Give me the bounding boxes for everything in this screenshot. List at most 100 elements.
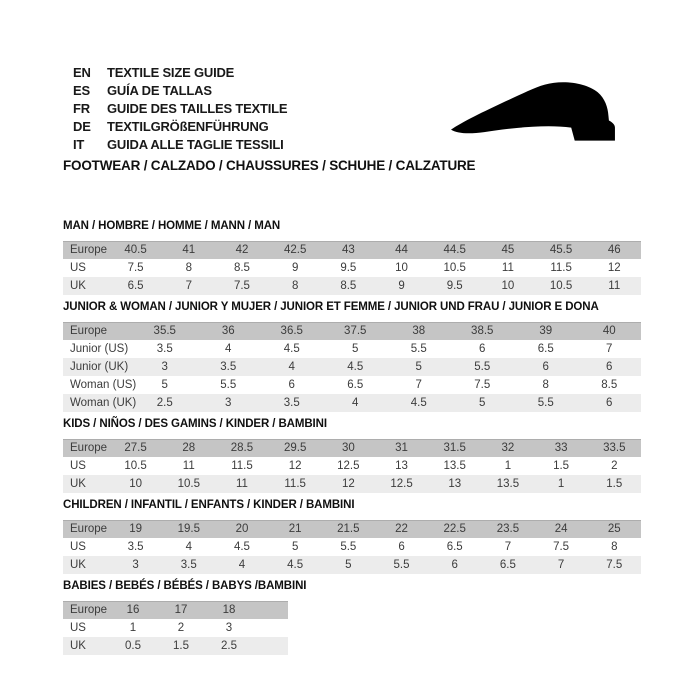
- size-cell: 1: [129, 622, 137, 634]
- size-cell: 41: [182, 244, 196, 256]
- size-cell: 36: [221, 325, 235, 337]
- size-cell: 3.5: [180, 559, 197, 571]
- size-table: Europe 16 17 18 US 1 2 3 UK 0.5 1.5 2.5: [63, 601, 288, 655]
- size-cell: 11.5: [231, 460, 253, 472]
- size-cell: 46: [607, 244, 621, 256]
- size-cell: 7: [557, 559, 565, 571]
- size-cell: 7.5: [606, 559, 623, 571]
- size-cell: 24: [554, 523, 568, 535]
- size-cell: 10.5: [177, 478, 200, 490]
- size-cell: 11.5: [550, 262, 572, 274]
- size-cell: 5.5: [393, 559, 410, 571]
- language-label: TEXTILE SIZE GUIDE: [107, 65, 235, 80]
- size-table-section: BABIES / BEBÉS / BÉBÉS / BABYS /BAMBINI E…: [63, 580, 641, 655]
- size-table-title: KIDS / NIÑOS / DES GAMINS / KINDER / BAM…: [63, 418, 327, 430]
- row-label: Junior (US): [70, 343, 129, 355]
- size-cell: 28: [182, 442, 196, 454]
- size-cell: 43: [341, 244, 355, 256]
- size-cell: 30: [341, 442, 355, 454]
- size-tables: MAN / HOMBRE / HOMME / MANN / MAN Europe 4…: [63, 214, 641, 655]
- language-row: EN TEXTILE SIZE GUIDE: [73, 64, 287, 82]
- size-cell: 10.5: [549, 280, 573, 292]
- size-cell: 7.5: [233, 280, 250, 292]
- size-cell: 21.5: [337, 523, 360, 535]
- language-label: GUIDE DES TAILLES TEXTILE: [107, 101, 288, 116]
- size-table: Europe 40.5 41 42 42.5 43 44 44.5 45 45.5 46 US 7.5 8…: [63, 241, 641, 295]
- table-row: US 7.5 8 8.5 9 9.5 10 10.5 11 11.5 12: [63, 259, 641, 277]
- size-cell: 8.5: [233, 262, 250, 274]
- size-table-section: JUNIOR & WOMAN / JUNIOR Y MUJER / JUNIOR…: [63, 301, 641, 412]
- size-cell: 4: [238, 559, 246, 571]
- size-cell: 4: [185, 541, 192, 553]
- size-cell: 11.5: [284, 478, 306, 490]
- table-header-row: Europe 27.5 28 28.5 29.5 30 31 31.5 32 33 33.5: [63, 439, 641, 457]
- row-spacer: [253, 619, 288, 637]
- table-header-row: Europe 19 19.5 20 21 21.5 22 22.5 23.5 24 25: [63, 520, 641, 538]
- size-table-section: KIDS / NIÑOS / DES GAMINS / KINDER / BAM…: [63, 418, 641, 493]
- row-label: UK: [70, 559, 86, 571]
- language-row: FR GUIDE DES TAILLES TEXTILE: [73, 100, 288, 118]
- language-list: EN TEXTILE SIZE GUIDE ES GUÍA DE TALLAS FR GU…: [73, 64, 288, 154]
- size-cell: 42.5: [283, 244, 307, 256]
- table-row: Woman (US) 5 5.5 6 6.5 7 7.5 8 8.5: [63, 376, 641, 394]
- size-cell: 9: [398, 280, 405, 292]
- size-cell: 10: [395, 262, 408, 274]
- size-cell: 6: [606, 361, 613, 373]
- size-cell: 11: [608, 280, 621, 292]
- size-table-title: JUNIOR & WOMAN / JUNIOR Y MUJER / JUNIOR…: [63, 301, 599, 313]
- table-row: UK 0.5 1.5 2.5: [63, 637, 288, 655]
- table-row: Junior (US) 3.5 4 4.5 5 5.5 6 6.5 7: [63, 340, 641, 358]
- row-spacer: [253, 637, 288, 655]
- row-label: Europe: [70, 604, 108, 616]
- size-cell: 6: [606, 397, 613, 409]
- size-cell: 12: [607, 262, 621, 274]
- size-table-section: CHILDREN / INFANTIL / ENFANTS / KINDER /…: [63, 499, 641, 574]
- size-cell: 7: [415, 379, 422, 391]
- size-cell: 21: [288, 523, 302, 535]
- size-cell: 7: [504, 541, 512, 553]
- size-cell: 9: [291, 262, 299, 274]
- size-cell: 4: [225, 343, 232, 355]
- size-cell: 6.5: [499, 559, 516, 571]
- size-cell: 11: [235, 478, 248, 490]
- row-label: US: [70, 460, 86, 472]
- row-spacer: [253, 602, 288, 619]
- size-cell: 6.5: [127, 280, 144, 292]
- size-cell: 3: [161, 361, 168, 373]
- size-cell: 28.5: [230, 442, 254, 454]
- size-cell: 8: [542, 379, 549, 391]
- size-cell: 8: [611, 541, 618, 553]
- language-row: DE TEXTILGRÖßENFÜHRUNG: [73, 118, 287, 136]
- size-cell: 6: [542, 361, 549, 373]
- size-cell: 2: [611, 460, 618, 472]
- size-cell: 27.5: [124, 442, 147, 454]
- size-cell: 38.5: [471, 325, 494, 337]
- size-cell: 22: [395, 523, 408, 535]
- language-label: GUÍA DE TALLAS: [107, 83, 212, 98]
- row-label: Europe: [70, 442, 108, 454]
- size-cell: 7.5: [127, 262, 144, 274]
- language-code: FR: [73, 101, 90, 116]
- row-label: Woman (US): [70, 379, 137, 391]
- size-cell: 8.5: [340, 280, 357, 292]
- size-cell: 4: [352, 397, 359, 409]
- size-cell: 17: [174, 604, 188, 616]
- size-cell: 23.5: [496, 523, 520, 535]
- language-code: EN: [73, 65, 91, 80]
- size-cell: 1: [504, 460, 512, 472]
- size-cell: 10.5: [124, 460, 147, 472]
- size-cell: 40: [602, 325, 616, 337]
- size-cell: 7: [185, 280, 192, 292]
- size-cell: 6.5: [446, 541, 463, 553]
- row-label: Europe: [70, 325, 108, 337]
- size-cell: 6: [479, 343, 486, 355]
- size-cell: 29.5: [283, 442, 307, 454]
- row-label: US: [70, 262, 86, 274]
- language-row: ES GUÍA DE TALLAS: [73, 82, 287, 100]
- size-cell: 42: [235, 244, 249, 256]
- size-cell: 3: [225, 397, 232, 409]
- size-cell: 5: [161, 379, 168, 391]
- size-cell: 2.5: [156, 397, 173, 409]
- size-cell: 45.5: [549, 244, 573, 256]
- size-cell: 13: [395, 460, 408, 472]
